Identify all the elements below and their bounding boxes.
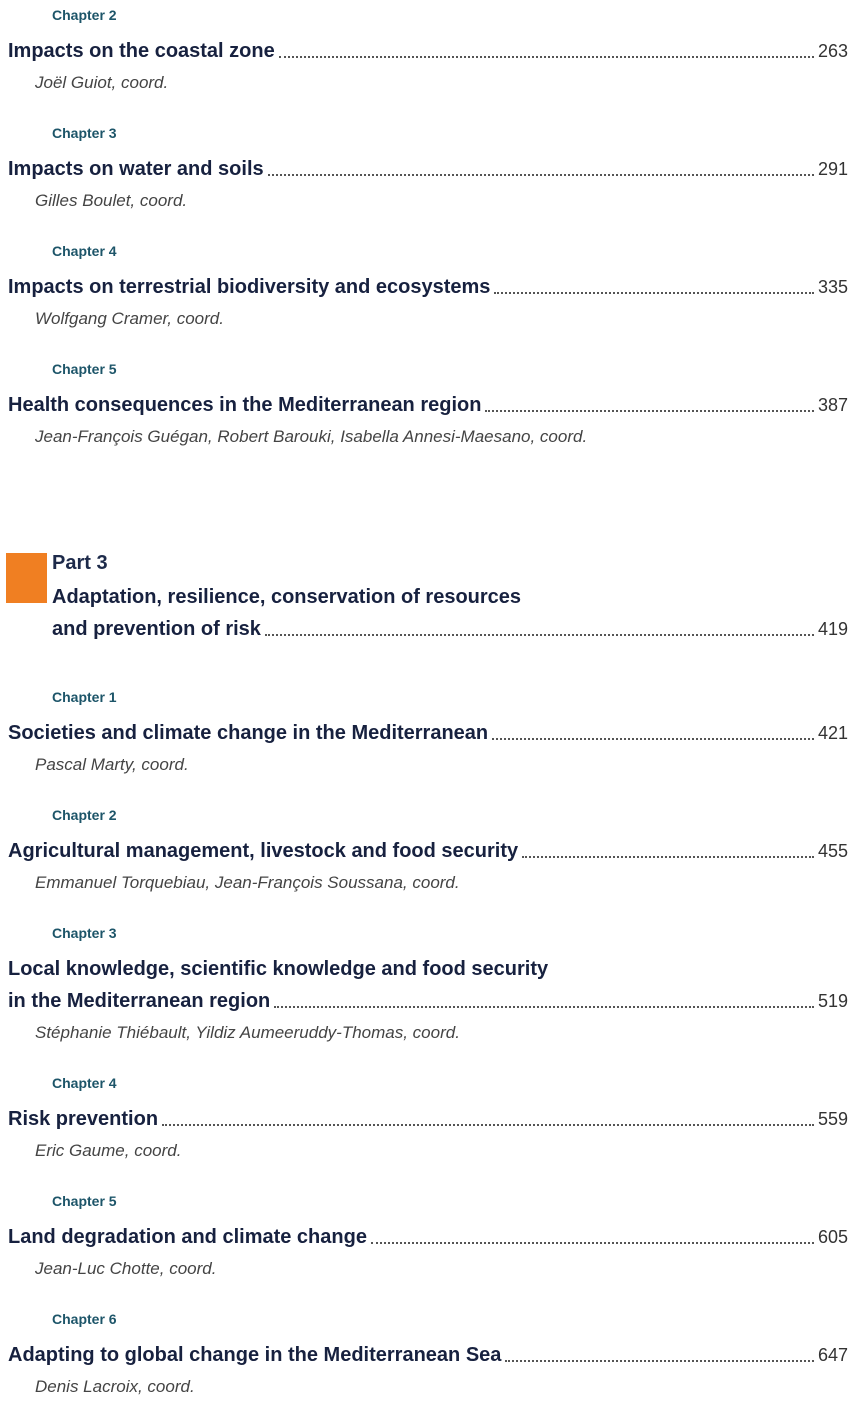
toc-title: Land degradation and climate change — [8, 1226, 367, 1248]
page-number: 263 — [817, 41, 848, 61]
chapter-label: Chapter 3 — [52, 125, 117, 141]
chapter-label: Chapter 6 — [52, 1311, 117, 1327]
author: Pascal Marty, coord. — [35, 755, 189, 774]
chapter-label: Chapter 2 — [52, 807, 117, 823]
author: Stéphanie Thiébault, Yildiz Aumeeruddy-T… — [35, 1023, 460, 1042]
dot-leader — [274, 1006, 814, 1008]
page-number: 455 — [817, 841, 848, 861]
dot-leader — [264, 634, 814, 636]
toc-title-row: Land degradation and climate change 605 — [8, 1221, 848, 1253]
toc-title: Risk prevention — [8, 1108, 159, 1130]
toc-title-row: in the Mediterranean region 519 — [8, 985, 848, 1017]
toc-title-row: Adapting to global change in the Mediter… — [8, 1339, 848, 1371]
toc-title: Adaptation, resilience, conservation of … — [52, 586, 522, 608]
page-number: 335 — [817, 277, 848, 297]
toc-title: Impacts on the coastal zone — [8, 40, 275, 62]
toc-title: Adapting to global change in the Mediter… — [8, 1344, 502, 1366]
toc-title-row: Agricultural management, livestock and f… — [8, 835, 848, 867]
toc-title: Agricultural management, livestock and f… — [8, 840, 519, 862]
toc-title-row: Societies and climate change in the Medi… — [8, 717, 848, 749]
page-number: 519 — [817, 991, 848, 1011]
dot-leader — [278, 56, 814, 58]
dot-leader — [505, 1360, 814, 1362]
page-number: 387 — [817, 395, 848, 415]
dot-leader — [522, 856, 814, 858]
toc-title: Impacts on terrestrial biodiversity and … — [8, 276, 491, 298]
chapter-label: Chapter 3 — [52, 925, 117, 941]
page-number: 421 — [817, 723, 848, 743]
dot-leader — [494, 292, 814, 294]
toc-title-row: Risk prevention 559 — [8, 1103, 848, 1135]
toc-title-row: Impacts on water and soils 291 — [8, 153, 848, 185]
toc-title-row: Health consequences in the Mediterranean… — [8, 389, 848, 421]
chapter-label: Chapter 4 — [52, 243, 117, 259]
toc-title-row: Impacts on the coastal zone 263 — [8, 35, 848, 67]
toc-title: Impacts on water and soils — [8, 158, 264, 180]
chapter-label: Chapter 5 — [52, 1193, 117, 1209]
dot-leader — [162, 1124, 814, 1126]
dot-leader — [485, 410, 814, 412]
author: Jean-Luc Chotte, coord. — [35, 1259, 217, 1278]
part-marker — [6, 553, 47, 603]
dot-leader — [370, 1242, 814, 1244]
toc-title-row: Local knowledge, scientific knowledge an… — [8, 953, 848, 985]
author: Eric Gaume, coord. — [35, 1141, 182, 1160]
toc-title-row: Impacts on terrestrial biodiversity and … — [8, 271, 848, 303]
toc-title: and prevention of risk — [52, 618, 261, 640]
chapter-label: Chapter 1 — [52, 689, 117, 705]
toc-title: Health consequences in the Mediterranean… — [8, 394, 482, 416]
toc-title-row: and prevention of risk 419 — [52, 613, 848, 645]
chapter-label: Chapter 4 — [52, 1075, 117, 1091]
toc-title: Societies and climate change in the Medi… — [8, 722, 489, 744]
page-number: 419 — [817, 619, 848, 639]
author: Emmanuel Torquebiau, Jean-François Souss… — [35, 873, 460, 892]
page-number: 559 — [817, 1109, 848, 1129]
toc-title: in the Mediterranean region — [8, 990, 271, 1012]
author: Wolfgang Cramer, coord. — [35, 309, 224, 328]
chapter-label: Chapter 5 — [52, 361, 117, 377]
chapter-label: Chapter 2 — [52, 7, 117, 23]
author: Jean-François Guégan, Robert Barouki, Is… — [35, 427, 588, 446]
dot-leader — [267, 174, 814, 176]
page-number: 605 — [817, 1227, 848, 1247]
page-number: 647 — [817, 1345, 848, 1365]
page-number: 291 — [817, 159, 848, 179]
author: Joël Guiot, coord. — [35, 73, 169, 92]
toc-title-row: Adaptation, resilience, conservation of … — [52, 581, 848, 613]
author: Gilles Boulet, coord. — [35, 191, 188, 210]
author: Denis Lacroix, coord. — [35, 1377, 195, 1396]
dot-leader — [492, 738, 814, 740]
part-label: Part 3 — [52, 552, 108, 574]
toc-title: Local knowledge, scientific knowledge an… — [8, 958, 549, 980]
